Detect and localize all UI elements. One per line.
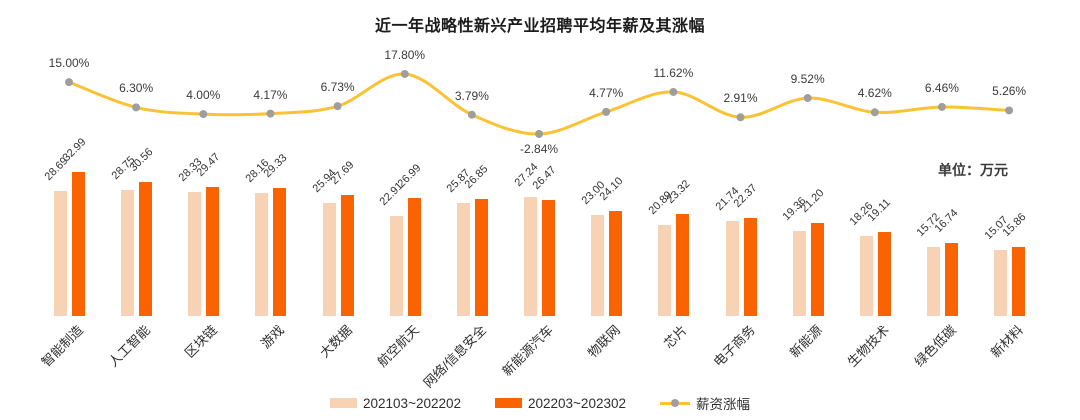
line-point [803,94,812,103]
line-point [669,87,678,96]
line-value-label: 3.79% [454,88,489,103]
bar [542,200,556,316]
legend-swatch-prev-icon [330,398,358,408]
legend-label-growth: 薪资涨幅 [695,397,750,412]
bar [456,202,470,316]
line-value-label: 9.52% [790,72,825,87]
bar [1012,246,1026,316]
bar [206,187,220,316]
bar [139,182,153,316]
bar [743,218,757,316]
line-point [736,113,745,122]
line-point [132,103,141,112]
line-value-label: 4.00% [186,88,221,103]
legend-line-swatch-icon [659,398,690,408]
bar [389,215,403,316]
line-point [535,129,544,138]
bar [340,194,354,316]
line-point [199,110,208,119]
line-value-label: 6.73% [320,80,355,95]
bar [792,231,806,316]
bar [725,220,739,316]
line-point [870,108,879,117]
legend-item-202203-202302[interactable]: 202203~202302 [495,396,626,411]
line-value-label: 4.77% [589,85,624,100]
legend-item-202103-202202[interactable]: 202103~202202 [330,396,461,411]
bar [859,236,873,316]
line-point [1005,106,1014,115]
bar [72,171,85,316]
line-value-label: 11.62% [653,65,694,80]
line-point [467,110,476,119]
bar [609,210,623,316]
bar [121,190,135,316]
line-value-label: 15.00% [48,56,90,71]
line-point [937,102,946,111]
bar [658,224,672,316]
legend-swatch-curr-icon [495,398,522,408]
legend: 202103~202202 202203~202302 薪资涨幅 [0,393,1080,413]
line-point [266,109,275,118]
legend-line-dot-icon [670,399,679,407]
salary-growth-line [67,72,1011,136]
line-point [333,102,342,111]
bar [994,250,1008,316]
bar [926,247,940,316]
bar [944,242,958,316]
line-point [400,69,409,78]
line-value-label: 6.46% [924,80,959,95]
line-point [65,78,73,87]
bar [591,215,605,316]
line-value-label: 5.26% [992,84,1027,99]
legend-label-prev: 202103~202202 [363,395,461,411]
line-value-label: 4.17% [253,87,288,102]
bar [273,187,287,316]
bar [54,190,67,316]
line-point [602,107,611,116]
line-value-label: 2.91% [723,91,758,106]
legend-item-growth-line[interactable]: 薪资涨幅 [659,393,750,413]
bar [877,232,891,316]
line-value-label: 4.62% [857,86,892,101]
line-value-label: -2.84% [520,141,559,156]
bar [810,223,824,316]
bar [676,214,690,316]
chart-title: 近一年战略性新兴产业招聘平均年薪及其涨幅 [374,18,705,35]
legend-label-curr: 202203~202302 [528,395,626,411]
bar [524,196,538,316]
line-value-label: 6.30% [119,81,154,96]
bar [407,198,421,316]
bar [474,198,488,316]
unit-label: 单位：万元 [938,162,1008,178]
bar [188,192,202,316]
bar [255,192,269,316]
line-value-label: 17.80% [384,47,426,62]
bar [322,202,336,316]
